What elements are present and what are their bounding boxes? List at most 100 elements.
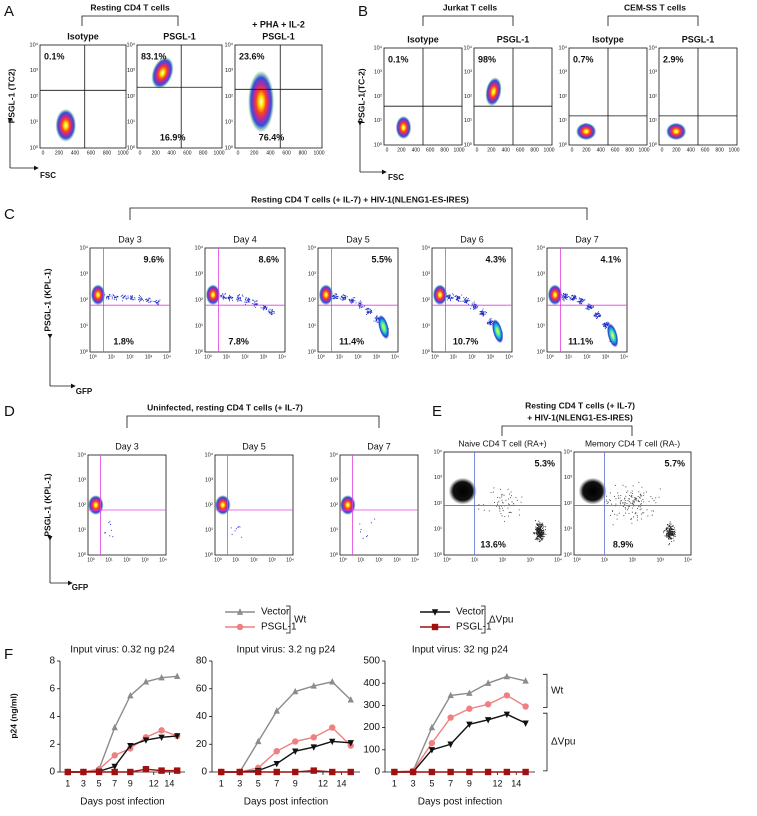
event [539, 539, 541, 541]
annotation: Wt [551, 686, 563, 697]
y-tick-label: 10³ [559, 70, 567, 76]
event [223, 295, 225, 297]
event [562, 296, 564, 298]
point [522, 677, 529, 684]
event [639, 497, 641, 499]
event [539, 528, 541, 530]
event [670, 537, 672, 539]
plot-title: Day 5 [242, 441, 266, 451]
event [349, 299, 351, 301]
point [484, 679, 492, 686]
event [501, 507, 503, 509]
event [238, 525, 240, 528]
event [540, 531, 543, 533]
point [428, 723, 436, 731]
event [537, 535, 539, 537]
percent: 0.1% [388, 54, 409, 64]
percent: 8.9% [613, 539, 634, 549]
event [467, 300, 469, 303]
event [605, 327, 607, 329]
y-tick-label: 10⁰ [649, 141, 658, 148]
event [468, 303, 470, 305]
series-line [394, 713, 526, 773]
y-tick-label: 100 [363, 744, 380, 755]
event [652, 510, 655, 512]
event [336, 296, 338, 298]
event [153, 301, 155, 303]
event [508, 511, 510, 514]
event [673, 527, 675, 529]
event [361, 306, 363, 309]
event [446, 299, 448, 301]
event [665, 533, 667, 535]
bracket [501, 425, 633, 436]
y-tick-label: 10⁴ [127, 41, 136, 48]
percent: 10.7% [453, 336, 479, 346]
event [669, 521, 671, 523]
event [134, 298, 136, 300]
density [90, 284, 161, 306]
density-blob [491, 319, 504, 344]
event [565, 294, 567, 296]
event [459, 297, 461, 299]
event [541, 522, 544, 524]
point [310, 767, 317, 774]
event [274, 312, 276, 314]
percent: 2.9% [663, 54, 684, 64]
event [464, 299, 466, 301]
density [151, 56, 174, 89]
event [359, 531, 362, 533]
y-tick-label: 10⁴ [308, 244, 317, 251]
event [609, 499, 612, 501]
event [594, 315, 596, 317]
event [247, 301, 249, 303]
event [605, 499, 608, 501]
y-tick-label: 10⁴ [330, 451, 339, 458]
x-tick-label: 5 [429, 778, 434, 788]
x-tick-label: 10³ [268, 557, 276, 563]
y-tick-label: 10³ [464, 70, 472, 76]
event [105, 532, 107, 534]
event [617, 497, 619, 499]
event [365, 314, 368, 316]
event [674, 531, 676, 533]
event [262, 307, 264, 309]
event [456, 298, 458, 300]
event [268, 309, 270, 311]
event [456, 299, 458, 301]
event [365, 535, 367, 538]
event [566, 296, 568, 298]
event [146, 298, 148, 300]
event [475, 305, 477, 307]
y-tick-label: 10¹ [564, 527, 572, 533]
group-title: Uninfected, resting CD4 T cells (+ IL-7) [147, 402, 303, 412]
event [473, 305, 475, 307]
event [130, 296, 132, 298]
y-tick-label: 10¹ [464, 118, 472, 124]
y-tick-label: 6 [49, 683, 55, 694]
x-tick-label: 12 [492, 778, 502, 788]
event [238, 299, 240, 301]
event [537, 537, 539, 539]
event [539, 526, 541, 528]
point [64, 768, 72, 776]
point [255, 768, 262, 776]
event [255, 302, 257, 304]
event [672, 532, 674, 534]
event [604, 328, 606, 330]
x-tick-label: 9 [128, 778, 133, 788]
event [539, 536, 541, 538]
event [157, 301, 159, 303]
event [667, 534, 669, 536]
x-tick-label: 10⁴ [278, 354, 286, 360]
event [674, 530, 676, 533]
event [573, 298, 575, 300]
percent: 98% [478, 54, 496, 64]
legend-group: Wt [294, 615, 306, 626]
density-blob [205, 284, 221, 306]
x-tick-label: 9 [467, 778, 472, 788]
event [471, 302, 473, 304]
point [466, 689, 473, 696]
event [138, 294, 140, 296]
density-blob [606, 323, 619, 348]
